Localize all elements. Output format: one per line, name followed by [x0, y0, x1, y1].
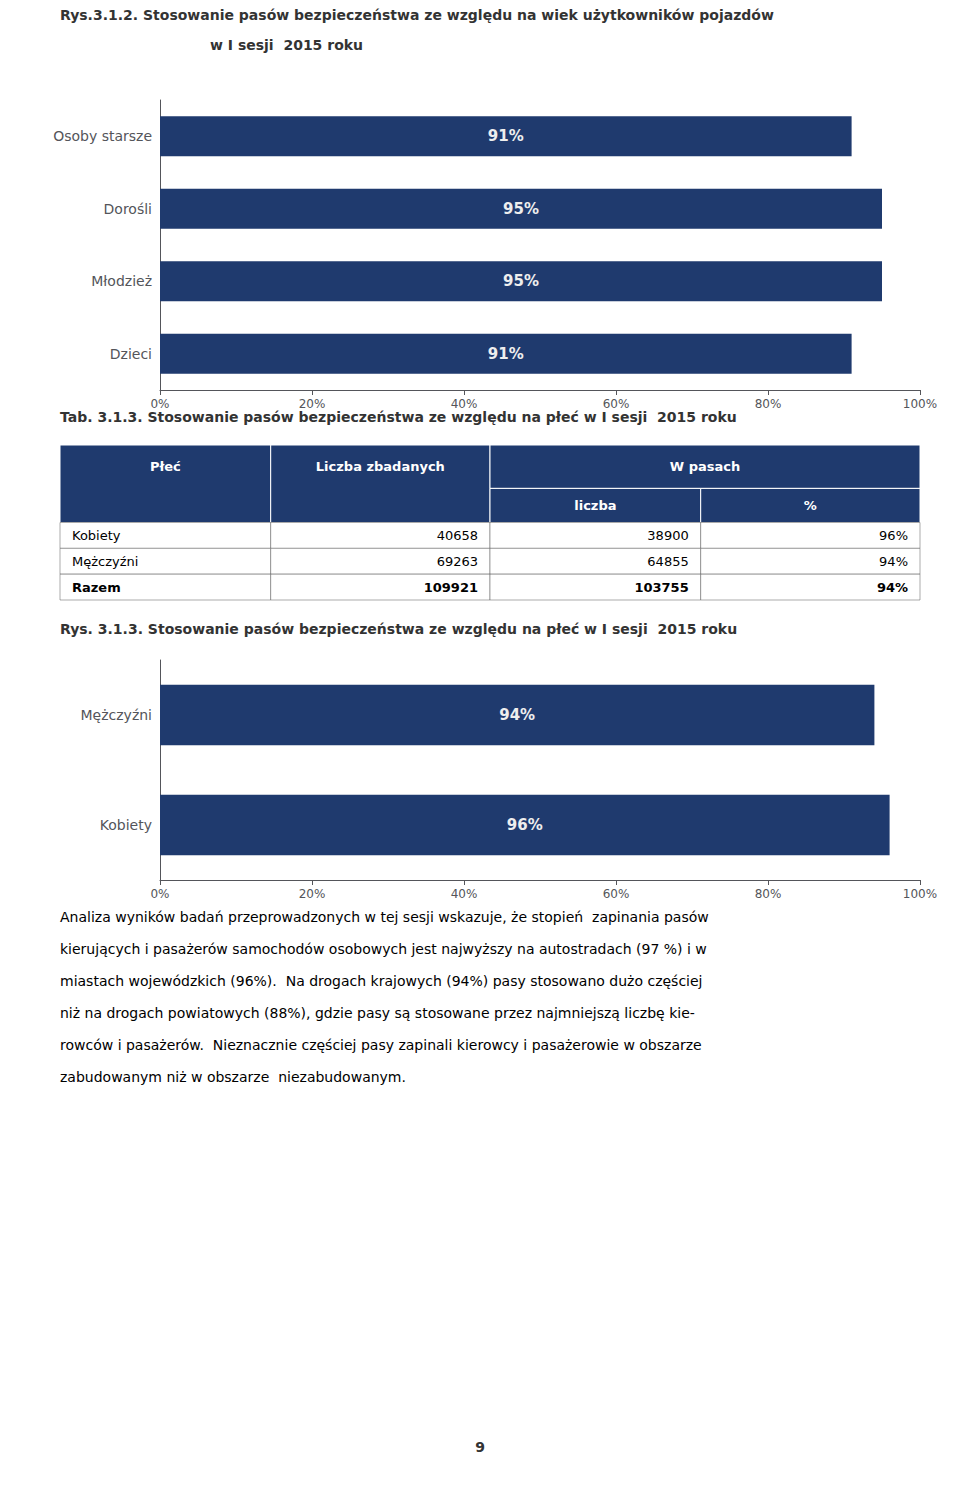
svg-text:Rys. 3.1.3. Stosowanie pasów b: Rys. 3.1.3. Stosowanie pasów bezpieczeńs… [60, 621, 737, 637]
svg-text:20%: 20% [299, 887, 326, 901]
svg-text:40%: 40% [451, 397, 478, 411]
svg-text:Mężczyźni: Mężczyźni [72, 554, 138, 569]
svg-text:%: % [804, 498, 817, 513]
svg-text:103755: 103755 [634, 580, 688, 595]
svg-text:40658: 40658 [437, 528, 478, 543]
svg-text:Mężczyźni: Mężczyźni [81, 707, 152, 723]
svg-text:Kobiety: Kobiety [72, 528, 121, 543]
svg-text:niż na drogach powiatowych (88: niż na drogach powiatowych (88%), gdzie … [60, 1005, 695, 1021]
svg-text:Płeć: Płeć [150, 459, 181, 474]
svg-text:Analiza wyników badań przeprow: Analiza wyników badań przeprowadzonych w… [60, 909, 709, 925]
svg-text:40%: 40% [451, 887, 478, 901]
svg-text:Liczba zbadanych: Liczba zbadanych [316, 459, 445, 474]
svg-text:W pasach: W pasach [670, 459, 740, 474]
svg-text:rowców i pasażerów. Nieznaczn: rowców i pasażerów. Nieznacznie częściej… [60, 1037, 702, 1053]
svg-text:100%: 100% [903, 397, 937, 411]
svg-text:109921: 109921 [424, 580, 478, 595]
svg-text:Osoby starsze: Osoby starsze [53, 128, 152, 144]
svg-text:miastach wojewódzkich (96%).: miastach wojewódzkich (96%). Na drogach … [60, 973, 703, 989]
svg-text:38900: 38900 [647, 528, 688, 543]
svg-text:94%: 94% [499, 706, 535, 724]
svg-text:94%: 94% [877, 580, 908, 595]
svg-text:69263: 69263 [437, 554, 478, 569]
svg-text:0%: 0% [150, 397, 169, 411]
svg-text:91%: 91% [488, 127, 524, 145]
svg-text:w I sesji 2015 roku: w I sesji 2015 roku [210, 37, 363, 53]
svg-text:Dzieci: Dzieci [110, 346, 152, 362]
svg-text:96%: 96% [879, 528, 908, 543]
svg-text:80%: 80% [755, 397, 782, 411]
svg-text:91%: 91% [488, 345, 524, 363]
svg-text:liczba: liczba [574, 498, 616, 513]
svg-text:96%: 96% [507, 816, 543, 834]
svg-text:100%: 100% [903, 887, 937, 901]
svg-text:80%: 80% [755, 887, 782, 901]
svg-text:zabudowanym niż w obszarze ni: zabudowanym niż w obszarze niezabudowany… [60, 1069, 406, 1085]
svg-text:64855: 64855 [647, 554, 688, 569]
svg-text:Dorośli: Dorośli [104, 201, 152, 217]
svg-text:Rys.3.1.2. Stosowanie pasów be: Rys.3.1.2. Stosowanie pasów bezpieczeńst… [60, 7, 774, 23]
svg-text:95%: 95% [503, 200, 539, 218]
svg-text:0%: 0% [150, 887, 169, 901]
svg-text:9: 9 [475, 1439, 485, 1455]
svg-text:60%: 60% [603, 887, 630, 901]
svg-text:Młodzież: Młodzież [91, 273, 152, 289]
svg-text:Razem: Razem [72, 580, 121, 595]
svg-text:Tab. 3.1.3. Stosowanie pasów b: Tab. 3.1.3. Stosowanie pasów bezpieczeńs… [60, 409, 737, 425]
svg-text:60%: 60% [603, 397, 630, 411]
svg-text:kierujących i pasażerów samoch: kierujących i pasażerów samochodów osobo… [60, 941, 707, 957]
svg-text:Kobiety: Kobiety [100, 817, 152, 833]
svg-text:94%: 94% [879, 554, 908, 569]
svg-text:20%: 20% [299, 397, 326, 411]
svg-text:95%: 95% [503, 272, 539, 290]
